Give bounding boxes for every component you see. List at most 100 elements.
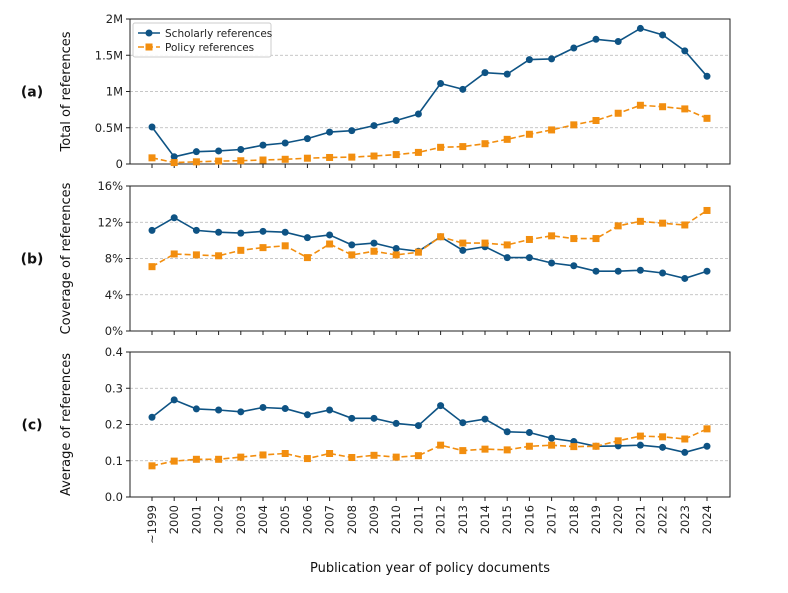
scholarly-point xyxy=(548,434,556,442)
scholarly-point xyxy=(370,414,378,422)
scholarly-point xyxy=(548,259,556,267)
x-tick-label: 2008 xyxy=(345,505,359,534)
policy-point xyxy=(348,153,356,161)
scholarly-point xyxy=(192,405,200,413)
y-tick-label: 4% xyxy=(105,288,123,302)
y-tick-label: 12% xyxy=(97,215,123,229)
policy-point xyxy=(592,117,600,124)
policy-point xyxy=(592,442,600,450)
scholarly-point xyxy=(259,227,267,235)
policy-point xyxy=(614,437,622,445)
y-tick-label: 0.3 xyxy=(105,381,123,395)
y-tick-label: 8% xyxy=(105,252,123,266)
x-tick-label: 2009 xyxy=(367,505,381,534)
policy-point xyxy=(703,114,711,122)
scholarly-point xyxy=(392,245,400,253)
policy-point xyxy=(259,244,267,252)
scholarly-point xyxy=(525,428,533,436)
scholarly-point xyxy=(326,128,334,136)
scholarly-series-line xyxy=(151,398,708,454)
policy-point xyxy=(614,222,622,230)
y-tick-label: 2M xyxy=(106,12,123,26)
policy-point xyxy=(437,441,445,449)
scholarly-point xyxy=(392,419,400,427)
policy-point xyxy=(636,217,644,225)
policy-point xyxy=(592,235,600,243)
x-axis-title: Publication year of policy documents xyxy=(310,561,550,576)
policy-point xyxy=(326,153,334,161)
scholarly-point xyxy=(659,269,667,277)
x-tick-label: 2010 xyxy=(389,505,403,534)
scholarly-point xyxy=(481,415,489,423)
scholarly-point xyxy=(614,37,622,45)
scholarly-point xyxy=(148,226,156,234)
scholarly-point xyxy=(259,141,267,149)
plot-frame xyxy=(129,351,731,498)
policy-point xyxy=(525,235,533,243)
scholarly-point xyxy=(215,406,223,414)
policy-point xyxy=(392,453,400,461)
x-tick-label: 2012 xyxy=(434,505,448,534)
y-tick-label: 0.4 xyxy=(105,345,123,359)
x-tick-label: 2001 xyxy=(189,505,203,534)
x-tick-label: 2016 xyxy=(522,505,536,534)
policy-point xyxy=(281,242,289,250)
x-tick-label: 2004 xyxy=(256,505,270,534)
policy-point xyxy=(348,453,356,461)
scholarly-point xyxy=(237,229,245,237)
policy-point xyxy=(326,450,334,457)
scholarly-point xyxy=(481,69,489,77)
x-tick-label: 2002 xyxy=(212,505,226,534)
policy-point xyxy=(681,435,689,443)
policy-point xyxy=(659,103,667,111)
scholarly-point xyxy=(681,448,689,456)
scholarly-point xyxy=(437,402,445,410)
policy-point xyxy=(370,451,378,459)
policy-point xyxy=(681,105,689,113)
scholarly-point xyxy=(525,56,533,64)
policy-point xyxy=(370,152,378,160)
scholarly-point xyxy=(348,241,356,249)
x-tick-label: 2017 xyxy=(545,505,559,534)
scholarly-point xyxy=(659,443,667,451)
scholarly-point xyxy=(148,413,156,421)
panel-tag: (a) xyxy=(21,85,43,101)
scholarly-point xyxy=(326,406,334,414)
policy-point xyxy=(636,432,644,440)
x-tick-label: 2021 xyxy=(633,505,647,534)
y-tick-label: 0.2 xyxy=(105,418,123,432)
policy-point xyxy=(148,263,156,271)
policy-point xyxy=(148,154,156,162)
scholarly-point xyxy=(281,405,289,413)
scholarly-point xyxy=(636,24,644,32)
panel-2: 0% 4% 8% 12% 16% Coverage of references (b) xyxy=(21,179,731,338)
scholarly-point xyxy=(703,267,711,275)
policy-point xyxy=(370,247,378,255)
scholarly-point xyxy=(303,411,311,419)
scholarly-point xyxy=(459,419,467,427)
policy-point xyxy=(392,151,400,159)
scholarly-point xyxy=(614,267,622,275)
panel-tag: (c) xyxy=(21,418,42,434)
x-tick-label: 2007 xyxy=(323,505,337,534)
scholarly-point xyxy=(659,31,667,39)
policy-point xyxy=(414,248,422,256)
y-tick-label: 0.1 xyxy=(105,454,123,468)
scholarly-point xyxy=(592,267,600,275)
scholarly-series-line xyxy=(151,216,708,280)
policy-point xyxy=(614,109,622,117)
x-tick-label: 2013 xyxy=(456,505,470,534)
x-tick-label: ~1999 xyxy=(145,505,159,544)
policy-point xyxy=(548,232,556,240)
policy-point xyxy=(326,240,334,248)
scholarly-point xyxy=(348,127,356,135)
y-tick-label: 16% xyxy=(97,179,123,193)
policy-point xyxy=(459,239,467,247)
scholarly-point xyxy=(414,110,422,118)
policy-point xyxy=(481,239,489,247)
policy-point xyxy=(414,452,422,460)
policy-point xyxy=(192,455,200,463)
x-tick-label: 2023 xyxy=(678,505,692,534)
policy-point xyxy=(237,246,245,254)
